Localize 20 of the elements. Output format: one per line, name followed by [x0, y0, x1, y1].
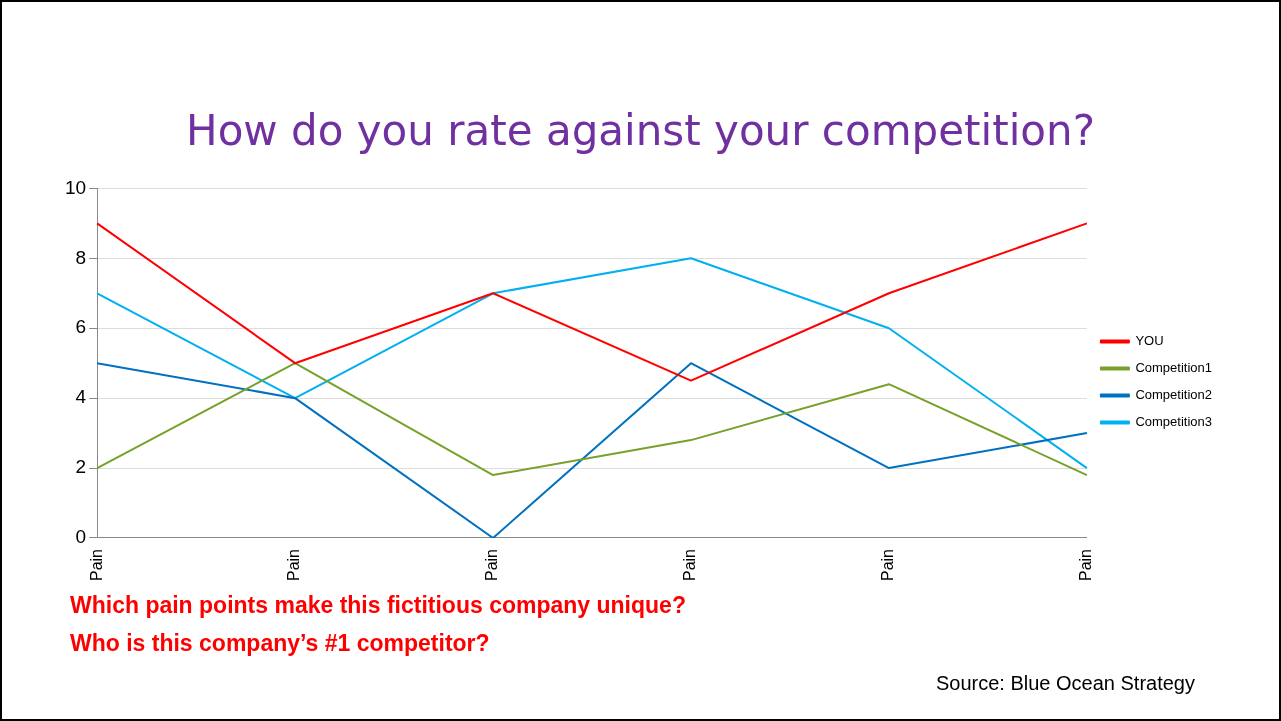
x-tick-label: Pain — [285, 548, 303, 582]
x-tick-label: Pain — [483, 548, 501, 582]
source-note: Source: Blue Ocean Strategy — [935, 672, 1195, 695]
x-tick-label: Pain — [879, 548, 897, 582]
legend-label: YOU — [1135, 333, 1164, 349]
legend-label: Competition3 — [1135, 414, 1213, 430]
text: Who is this company’s #1 competitor? — [70, 630, 490, 657]
chart-title: How do you rate against your competition? — [185, 106, 1096, 155]
y-tick-label: 10 — [64, 176, 87, 198]
x-tick-label: Pain — [681, 548, 699, 582]
y-tick-label: 6 — [75, 316, 87, 338]
legend-label: Competition2 — [1135, 387, 1213, 403]
legend-label: Competition1 — [1135, 360, 1213, 376]
y-tick-label: 4 — [75, 386, 87, 408]
text: Which pain points make this fictitious company unique? — [70, 592, 686, 619]
y-tick-label: 0 — [75, 526, 87, 548]
x-tick-label: Pain — [87, 548, 105, 582]
y-tick-label: 2 — [75, 456, 87, 478]
y-tick-label: 8 — [75, 246, 87, 268]
x-tick-label: Pain — [1077, 548, 1095, 582]
